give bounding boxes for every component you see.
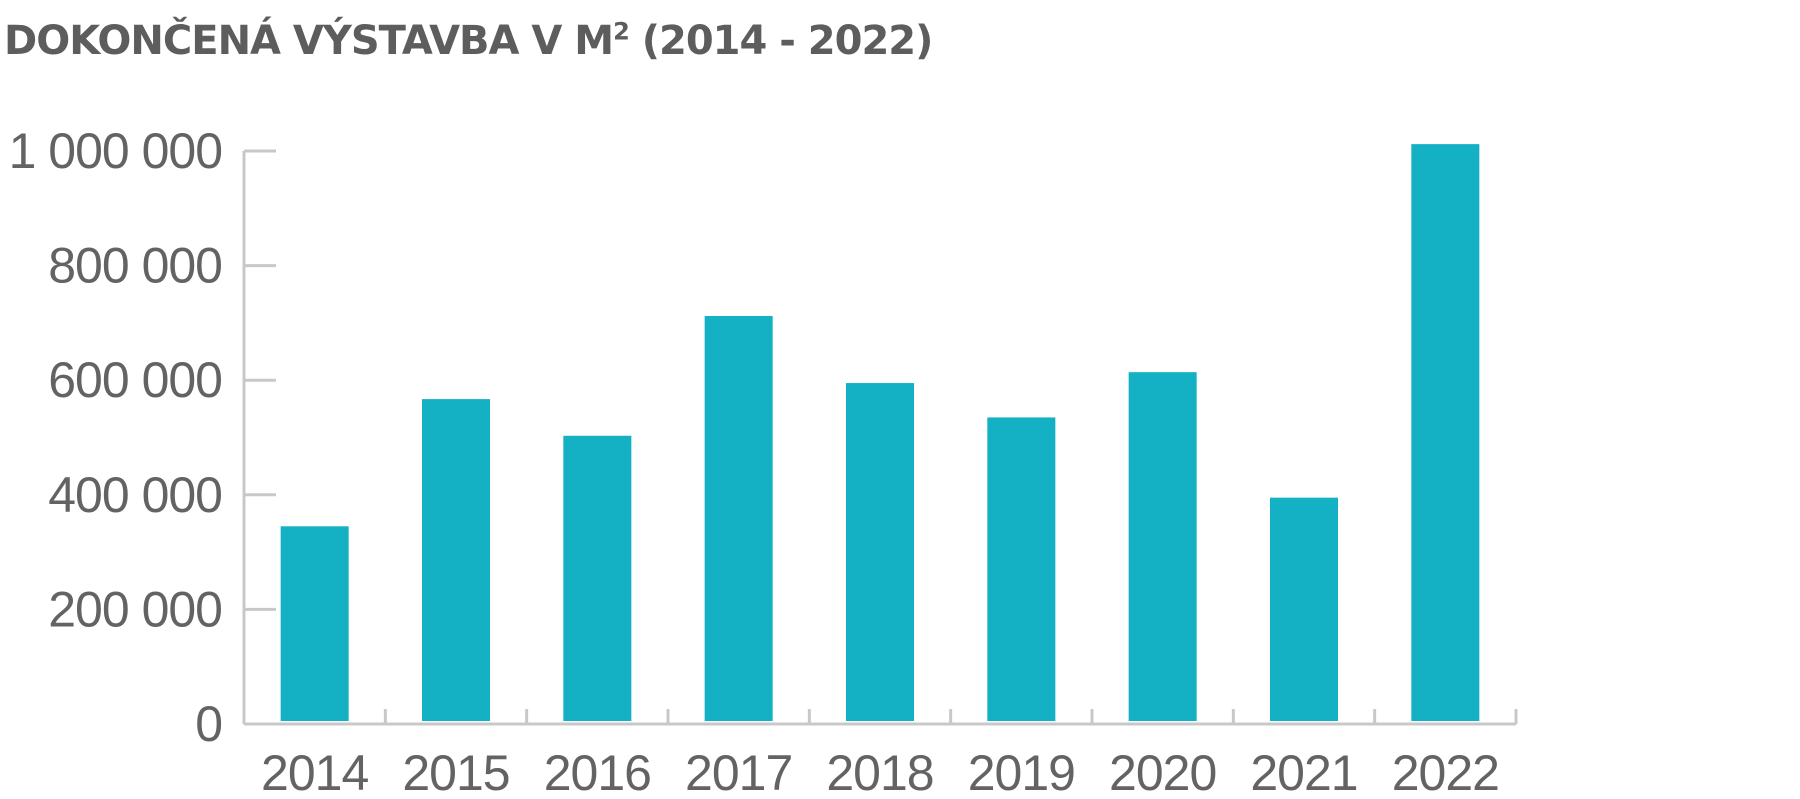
bar-2015 [422,399,490,721]
bar-2020 [1128,372,1197,721]
y-tick-label: 0 [195,696,222,752]
bar-2018 [846,383,914,721]
y-tick-label: 800 000 [48,238,222,294]
chart-title: DOKONČENÁ VÝSTAVBA V M2 (2014 - 2022) [4,17,934,64]
y-tick-label: 400 000 [48,467,222,523]
chart-title-superscript: 2 [613,17,630,46]
x-tick-label: 2016 [544,745,651,799]
bar-2017 [704,316,773,721]
y-axis: 0 200 000 400 000 600 000 800 000 1 000 000 [9,123,276,752]
x-tick-label: 2017 [685,745,792,799]
y-tick-label: 600 000 [48,352,222,408]
y-tick-label: 1 000 000 [9,123,222,179]
x-tick-label: 2014 [261,745,368,799]
x-tick-label: 2021 [1250,745,1357,799]
bar-2021 [1270,497,1338,721]
x-tick-label: 2015 [402,745,509,799]
x-tick-label: 2019 [968,745,1075,799]
chart-title-suffix: (2014 - 2022) [628,18,934,64]
bars [280,144,1480,721]
x-tick-label: 2020 [1109,745,1216,799]
x-tick-label: 2018 [826,745,933,799]
bar-2014 [280,526,349,721]
x-tick-label: 2022 [1392,745,1499,799]
bar-2016 [563,435,632,721]
y-tick-label: 200 000 [48,581,222,637]
bar-2022 [1411,144,1480,721]
bar-2019 [987,417,1056,721]
x-axis: 2014 2015 2016 2017 2018 2019 2020 2021 2022 [244,709,1518,799]
chart-title-main: DOKONČENÁ VÝSTAVBA V M [4,18,614,64]
